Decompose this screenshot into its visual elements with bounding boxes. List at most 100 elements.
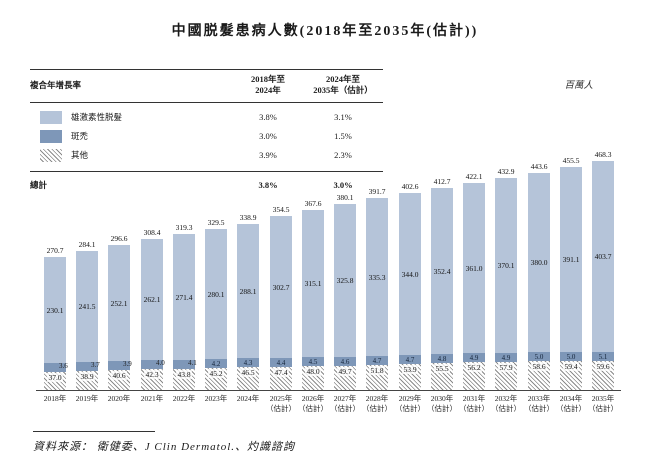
segment-areata: 5.0	[560, 352, 582, 361]
others-hatch-swatch-icon	[40, 148, 62, 162]
others-value-label: 57.9	[498, 363, 514, 372]
bar-2035年: 403.7 5.1 59.6	[592, 161, 614, 390]
cagr-col-2018-2024: 2018年至 2024年	[250, 74, 285, 96]
others-value-label: 47.4	[273, 368, 289, 377]
cagr-legend-table: 複合年增長率 2018年至 2024年 2024年至 2035年（估計） 雄激素…	[30, 69, 383, 197]
segment-areata: 4.3	[237, 358, 259, 367]
legend-row-areata: 斑禿 3.0% 1.5%	[30, 127, 383, 146]
others-value-label: 42.3	[144, 370, 160, 379]
segment-androgenetic: 302.7	[270, 216, 292, 358]
segment-others: 57.9	[495, 362, 517, 390]
x-axis-label: 2035年 （估計）	[588, 394, 618, 414]
bar-total-label: 354.5	[272, 205, 290, 214]
total-label: 總計	[30, 179, 48, 190]
legend-total-row: 總計 3.8% 3.0%	[30, 170, 383, 197]
x-axis-label: 2029年 （估計）	[395, 394, 425, 414]
others-value-label: 48.0	[305, 367, 321, 376]
areata-value-label: 3.6	[59, 362, 68, 370]
x-axis-label: 2026年 （估計）	[298, 394, 328, 414]
bar-total-label: 367.6	[304, 199, 322, 208]
bar-total-label: 284.1	[78, 240, 96, 249]
areata-value-label: 3.7	[91, 361, 100, 369]
segment-areata: 4.1	[173, 359, 197, 369]
segment-areata: 4.9	[495, 353, 517, 362]
x-axis-label: 2025年 （估計）	[266, 394, 296, 414]
legend-table-body: 雄激素性脱髮 3.8% 3.1% 斑禿 3.0% 1.5% 其他 3.9%	[30, 103, 383, 171]
x-axis-label: 2021年	[140, 394, 164, 403]
segment-androgenetic: 361.0	[463, 183, 485, 353]
segment-others: 37.0	[44, 372, 66, 390]
segment-androgenetic: 344.0	[399, 193, 421, 355]
segment-others: 43.8	[173, 369, 195, 390]
areata-value-label: 5.0	[534, 352, 544, 361]
cagr-col-2024-2035: 2024年至 2035年（估計）	[313, 74, 373, 96]
segment-areata: 5.0	[528, 352, 550, 361]
others-value-label: 38.9	[79, 372, 95, 381]
bar-2021年: 262.1 4.0 42.3	[141, 239, 165, 390]
areata-value-label: 5.0	[566, 352, 576, 361]
others-value-label: 55.5	[434, 364, 450, 373]
cagr-value: 2.3%	[334, 150, 352, 161]
segment-androgenetic: 335.3	[366, 198, 388, 356]
bar-total-label: 270.7	[46, 246, 64, 255]
bar-2018年: 230.1 3.6 37.0	[44, 257, 68, 390]
x-axis-label: 2034年 （估計）	[556, 394, 586, 414]
x-axis-label: 2032年 （估計）	[491, 394, 521, 414]
segment-androgenetic: 262.1	[141, 239, 163, 360]
segment-others: 45.2	[205, 368, 227, 390]
bar-2020年: 252.1 3.9 40.6	[108, 245, 132, 390]
x-axis-label: 2023年	[204, 394, 228, 403]
bar-2030年: 352.4 4.8 55.5	[431, 188, 453, 390]
segment-others: 58.6	[528, 361, 550, 390]
x-axis-label: 2030年 （估計）	[427, 394, 457, 414]
segment-androgenetic: 271.4	[173, 234, 195, 360]
others-value-label: 51.8	[369, 366, 385, 375]
legend-label: 雄激素性脱髮	[71, 112, 123, 123]
segment-areata: 3.9	[108, 360, 132, 370]
others-value-label: 53.9	[402, 365, 418, 374]
bar-2028年: 335.3 4.7 51.8	[366, 198, 388, 390]
areata-value-label: 4.8	[437, 354, 447, 363]
bar-2026年: 315.1 4.5 48.0	[302, 210, 324, 390]
segment-areata: 4.2	[205, 359, 227, 368]
bar-total-label: 412.7	[433, 177, 451, 186]
segment-others: 47.4	[270, 367, 292, 390]
bar-total-label: 338.9	[239, 213, 257, 222]
bar-total-label: 296.6	[110, 234, 128, 243]
androgenetic-swatch-icon	[40, 110, 62, 124]
others-value-label: 58.6	[531, 362, 547, 371]
others-value-label: 43.8	[176, 370, 192, 379]
x-axis-label: 2019年	[75, 394, 99, 403]
segment-areata: 4.7	[366, 356, 388, 365]
bar-2031年: 361.0 4.9 56.2	[463, 183, 485, 390]
segment-others: 48.0	[302, 366, 324, 390]
segment-areata: 4.5	[302, 357, 324, 366]
others-value-label: 46.5	[240, 368, 256, 377]
areata-value-label: 4.9	[469, 353, 479, 362]
areata-value-label: 4.3	[243, 358, 253, 367]
x-axis-label: 2024年	[236, 394, 260, 403]
areata-value-label: 4.2	[211, 359, 221, 368]
x-axis-label: 2027年 （估計）	[330, 394, 360, 414]
x-axis-label: 2028年 （估計）	[362, 394, 392, 414]
areata-value-label: 5.1	[598, 352, 608, 361]
segment-areata: 4.4	[270, 358, 292, 367]
segment-others: 42.3	[141, 369, 163, 390]
segment-others: 56.2	[463, 362, 485, 390]
areata-swatch-icon	[40, 129, 62, 143]
others-value-label: 59.4	[563, 362, 579, 371]
bar-total-label: 422.1	[465, 172, 483, 181]
x-axis-label: 2031年 （估計）	[459, 394, 489, 414]
areata-value-label: 4.0	[156, 359, 165, 367]
segment-androgenetic: 352.4	[431, 188, 453, 354]
bar-total-label: 402.6	[401, 182, 419, 191]
bar-2033年: 380.0 5.0 58.6	[528, 173, 550, 390]
bar-total-label: 443.6	[530, 162, 548, 171]
bar-total-label: 468.3	[594, 150, 612, 159]
legend-table-header: 複合年增長率 2018年至 2024年 2024年至 2035年（估計）	[30, 69, 383, 103]
x-axis-label: 2018年	[43, 394, 67, 403]
segment-others: 59.4	[560, 361, 582, 390]
bar-2027年: 325.8 4.6 49.7	[334, 204, 356, 390]
segment-androgenetic: 288.1	[237, 224, 259, 358]
segment-areata: 4.8	[431, 354, 453, 363]
